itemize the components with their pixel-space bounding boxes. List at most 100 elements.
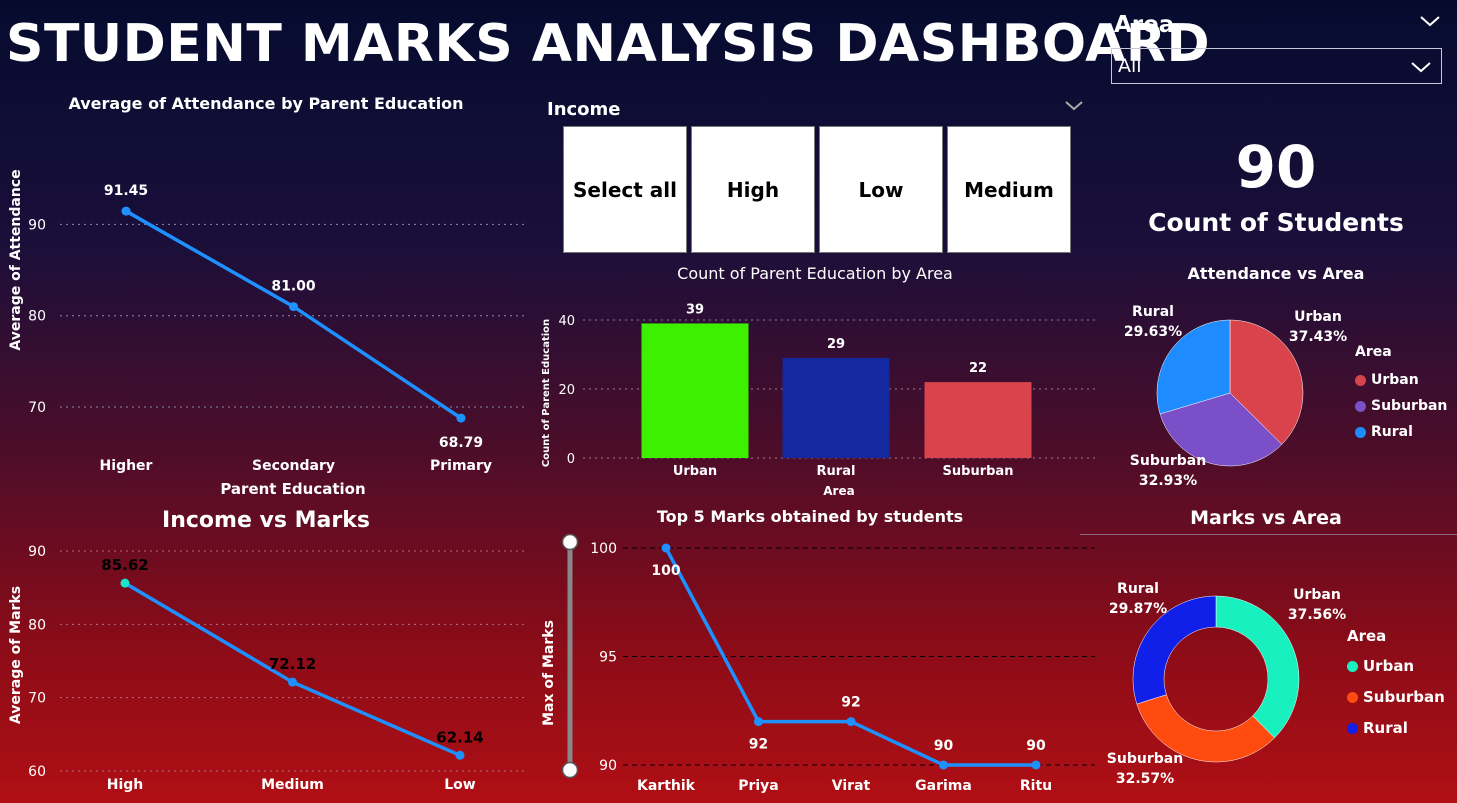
y-axis-label: Average of Attendance [8,169,24,350]
legend-dot [1347,722,1358,734]
x-tick-label: Suburban [943,464,1014,479]
data-point [289,302,298,312]
data-label: 85.62 [101,556,148,574]
x-tick-label: Virat [832,778,871,794]
legend-label: Suburban [1363,688,1445,706]
legend-title: Area [1355,344,1392,360]
legend-dot [1355,400,1366,412]
data-label: 92 [749,737,768,753]
legend-label: Urban [1363,657,1415,675]
income-vs-marks-chart: 60 70 80 90 85.62 High 72.12 Medium 62.14 Low Aver… [8,544,528,793]
slice-label: Urban [1293,587,1341,603]
y-tick-label: 70 [28,400,46,416]
kpi-value: 90 [1235,133,1317,201]
income-option-medium[interactable]: Medium [947,126,1071,253]
range-slider-handle[interactable] [561,761,579,779]
legend-item-rural: Rural [1355,424,1447,440]
slice-label: Rural [1132,304,1174,320]
y-tick-label: 90 [28,217,46,233]
slice-label: Suburban [1130,453,1206,469]
x-tick-label: Priya [738,778,779,794]
divider [1080,534,1457,535]
legend-label: Urban [1371,372,1419,388]
data-label: 92 [841,695,860,711]
x-axis-label: Area [823,484,854,498]
income-option-high[interactable]: High [691,126,815,253]
legend-title: Area [1347,627,1387,645]
slice-value: 32.57% [1116,771,1174,787]
legend-item-urban: Urban [1347,657,1445,675]
data-point [455,750,465,760]
y-tick-label: 20 [558,383,575,398]
top5-chart-title: Top 5 Marks obtained by students [656,507,964,526]
top5-marks-chart: 90 95 100 100 Karthik 92 Priya 92 Virat 90 Garima 9… [541,533,1095,794]
area-filter-dropdown[interactable]: All [1111,48,1442,84]
slice-value: 37.56% [1288,607,1346,623]
data-label: 90 [934,738,954,754]
y-tick-label: 90 [28,544,46,560]
bar [641,323,749,458]
legend-dot [1355,426,1366,438]
bar [924,382,1032,458]
dashboard-title: STUDENT MARKS ANALYSIS DASHBOARD [6,14,1211,74]
data-label: 90 [1026,738,1046,754]
income-option-select-all[interactable]: Select all [563,126,687,253]
attendance-area-legend: Area Urban Suburban Rural [1355,344,1447,450]
income-filter-collapse-icon[interactable] [1064,100,1084,112]
parent-education-by-area-chart: 0 20 40 39 Urban 29 Rural 22 Suburban Area Count o… [541,302,1095,498]
x-tick-label: Garima [915,778,972,794]
x-tick-label: Higher [100,458,153,474]
data-label: 39 [686,302,704,317]
income-option-low[interactable]: Low [819,126,943,253]
data-point [754,717,763,727]
y-tick-label: 80 [28,617,46,633]
y-tick-label: 70 [28,691,46,707]
legend-label: Rural [1371,424,1413,440]
data-label: 68.79 [439,435,483,451]
data-label: 22 [969,361,987,376]
income-marks-chart-title: Income vs Marks [162,508,370,533]
x-tick-label: High [107,777,144,793]
data-point [846,717,856,727]
marks-area-title: Marks vs Area [1190,507,1342,529]
slice-value: 29.63% [1124,324,1182,340]
pie-slice [1159,392,1283,467]
chevron-down-icon [1411,62,1431,73]
y-axis-label: Average of Marks [8,586,24,724]
area-filter-label: Area [1114,12,1175,38]
slice-value: 37.43% [1289,329,1347,345]
pie-slice [1156,319,1231,415]
bar [782,357,890,458]
attendance-by-parent-education-chart: 70 80 90 91.45 Higher 81.00 Secondary 68.79 Prim… [8,169,528,498]
y-tick-label: 80 [28,309,46,325]
marks-vs-area-donut: Urban 37.56% Suburban 32.57% Rural 29.87% [1107,581,1346,787]
data-label: 62.14 [436,728,483,746]
range-slider-handle[interactable] [561,533,579,551]
series-line [125,209,462,420]
area-filter-collapse-icon[interactable] [1418,14,1442,28]
y-tick-label: 0 [567,452,575,467]
y-tick-label: 90 [599,758,617,774]
attendance-chart-title: Average of Attendance by Parent Educatio… [68,94,464,113]
pie-slice [1136,694,1275,763]
legend-item-suburban: Suburban [1347,688,1445,706]
pie-slice [1132,595,1217,705]
y-tick-label: 60 [28,764,46,780]
slice-label: Rural [1117,581,1159,597]
y-tick-label: 95 [599,650,617,666]
y-axis-label: Max of Marks [541,620,557,726]
pie-slice [1215,595,1300,739]
data-point [939,760,948,770]
y-tick-label: 40 [558,314,575,329]
x-tick-label: Rural [817,464,856,479]
attendance-vs-area-pie: Urban 37.43% Suburban 32.93% Rural 29.63% [1124,304,1347,489]
pie-slice [1229,319,1304,445]
bar-chart-title: Count of Parent Education by Area [677,264,953,283]
data-point [120,578,130,588]
x-tick-label: Urban [673,464,717,479]
legend-label: Suburban [1371,398,1448,414]
x-tick-label: Medium [261,777,324,793]
x-tick-label: Karthik [637,778,696,794]
legend-dot [1347,660,1358,672]
legend-item-rural: Rural [1347,719,1445,737]
